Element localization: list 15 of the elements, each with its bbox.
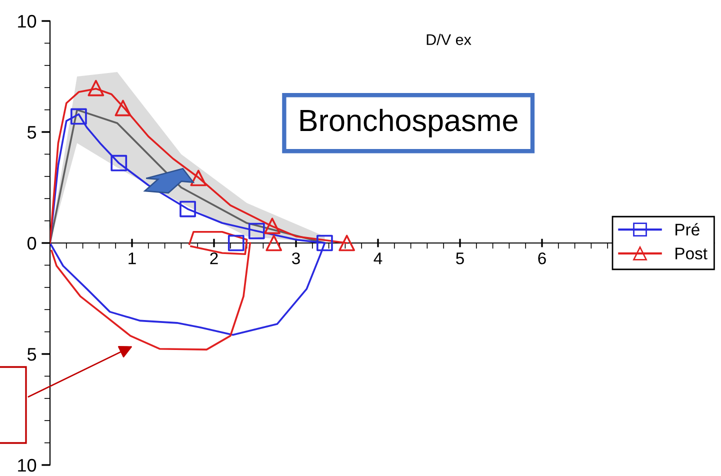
x-tick-label: 4: [374, 252, 382, 264]
y-tick-label: 5: [27, 348, 36, 361]
x-tick-label: 6: [538, 252, 546, 264]
x-tick-label: 3: [292, 252, 300, 264]
y-tick-label: 10: [18, 458, 36, 472]
y-tick-label: 10: [18, 14, 36, 28]
annotation: Bronchospasme: [300, 108, 518, 138]
legend-label: Pré: [676, 223, 700, 236]
x-tick-label: 5: [456, 252, 464, 264]
x-tick-label: 2: [210, 252, 218, 264]
legend-label: Post: [676, 248, 708, 260]
x-tick-label: 1: [128, 252, 136, 264]
text: D/V ex: [426, 34, 472, 46]
y-tick-label: 0: [27, 236, 36, 250]
y-tick-label: 5: [27, 126, 36, 139]
